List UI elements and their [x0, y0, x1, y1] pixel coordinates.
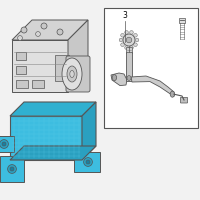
- Circle shape: [123, 34, 135, 46]
- Polygon shape: [74, 152, 100, 172]
- FancyBboxPatch shape: [180, 97, 188, 103]
- FancyBboxPatch shape: [55, 55, 69, 81]
- Circle shape: [84, 158, 92, 166]
- Polygon shape: [0, 136, 14, 152]
- Circle shape: [130, 46, 133, 49]
- Circle shape: [36, 32, 40, 36]
- Polygon shape: [111, 73, 127, 86]
- Circle shape: [57, 29, 63, 35]
- FancyBboxPatch shape: [66, 56, 90, 92]
- Circle shape: [130, 31, 133, 34]
- Circle shape: [134, 33, 137, 37]
- Circle shape: [119, 38, 123, 42]
- Circle shape: [134, 43, 137, 47]
- Bar: [10, 116, 82, 160]
- FancyBboxPatch shape: [126, 47, 132, 53]
- Ellipse shape: [70, 71, 74, 77]
- Polygon shape: [10, 102, 96, 116]
- Ellipse shape: [127, 76, 131, 80]
- Circle shape: [41, 23, 47, 29]
- Text: 3: 3: [123, 11, 127, 21]
- Circle shape: [21, 27, 27, 33]
- Bar: [16, 52, 26, 60]
- Circle shape: [8, 165, 16, 173]
- Circle shape: [126, 37, 132, 43]
- Circle shape: [2, 142, 6, 146]
- Ellipse shape: [67, 66, 77, 82]
- Ellipse shape: [112, 75, 117, 81]
- Bar: [179, 18, 185, 23]
- Bar: [32, 80, 44, 88]
- Circle shape: [125, 46, 128, 49]
- Polygon shape: [0, 156, 24, 182]
- Circle shape: [86, 160, 90, 164]
- Circle shape: [10, 167, 14, 171]
- FancyBboxPatch shape: [12, 40, 68, 92]
- Ellipse shape: [170, 91, 175, 97]
- Polygon shape: [10, 146, 96, 160]
- Polygon shape: [68, 20, 88, 92]
- Polygon shape: [131, 76, 174, 96]
- Circle shape: [121, 33, 124, 37]
- Circle shape: [125, 31, 128, 34]
- Circle shape: [135, 38, 139, 42]
- Bar: [16, 80, 28, 88]
- Polygon shape: [82, 102, 96, 160]
- Circle shape: [18, 36, 22, 40]
- Circle shape: [121, 43, 124, 47]
- Circle shape: [0, 140, 8, 148]
- Polygon shape: [12, 20, 88, 40]
- Bar: [16, 66, 26, 74]
- Bar: [104, 8, 198, 128]
- Ellipse shape: [62, 58, 82, 90]
- Polygon shape: [126, 52, 132, 81]
